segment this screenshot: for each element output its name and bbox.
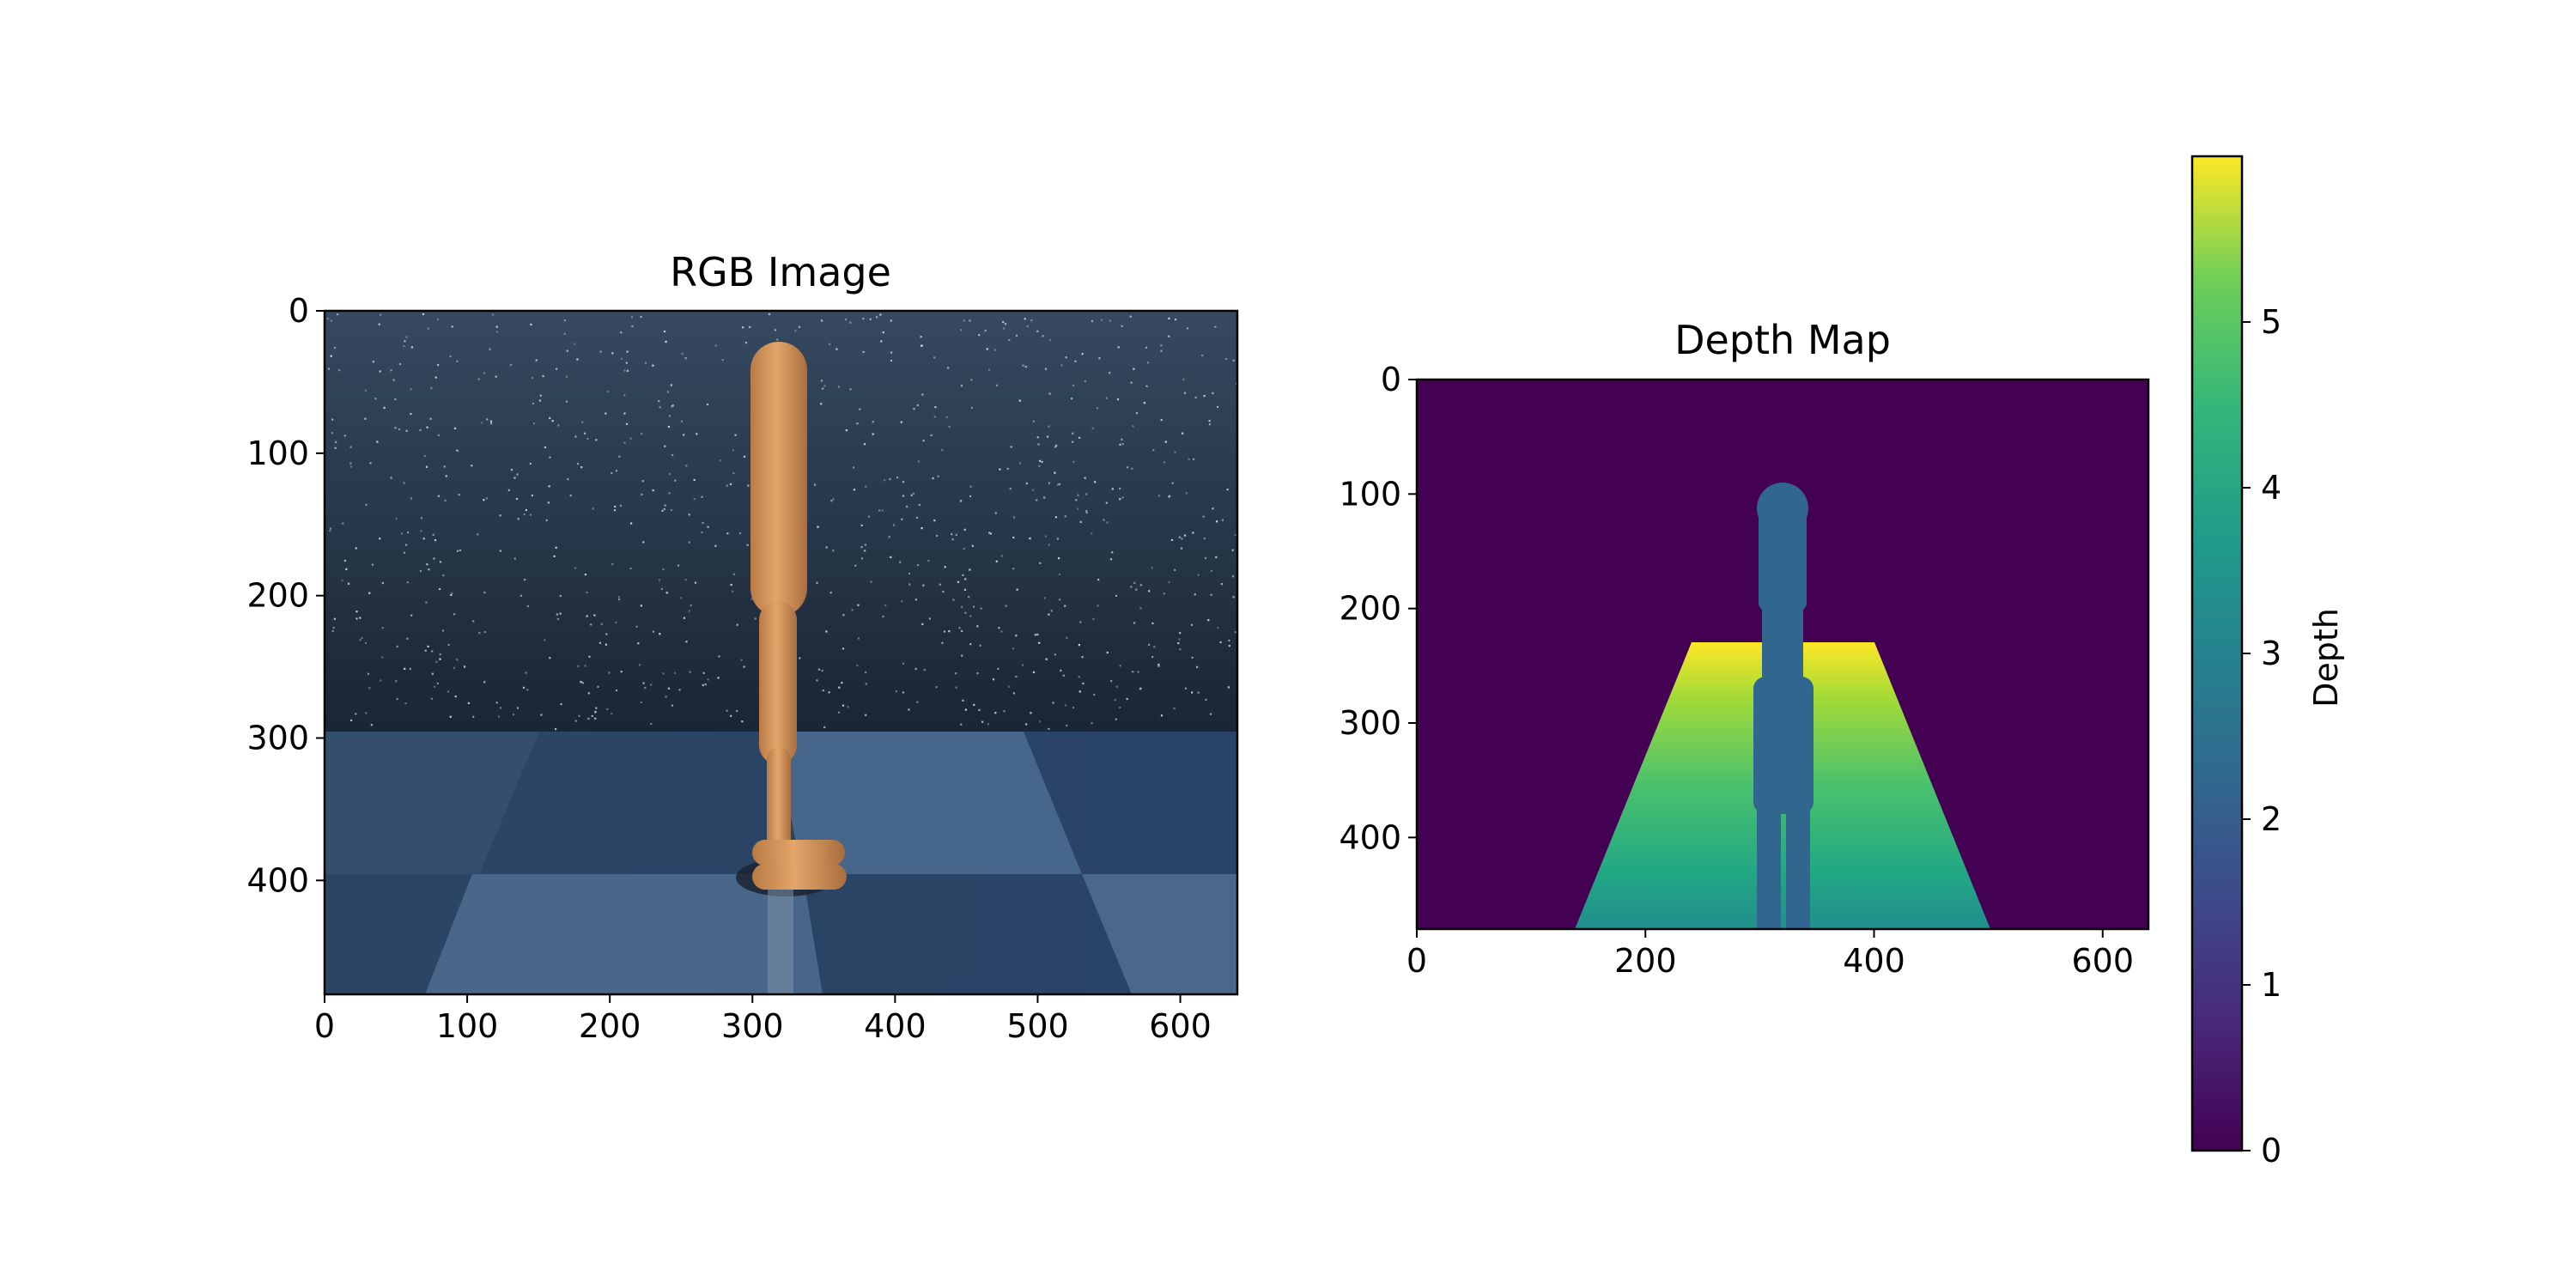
sky-stars	[326, 313, 1237, 731]
depth-ytick-label: 200	[1339, 590, 1401, 628]
colorbar-tick-label: 1	[2261, 966, 2281, 1004]
depth-xtick-label: 400	[1843, 942, 1905, 980]
colorbar-tick-label: 3	[2261, 635, 2281, 672]
rgb-xtick-label: 500	[1006, 1007, 1069, 1045]
depth-ytick-label: 300	[1339, 704, 1401, 742]
depth-ytick-label: 100	[1339, 475, 1401, 513]
rgb-ytick-label: 200	[246, 577, 309, 615]
depth-xtick-label: 200	[1614, 942, 1677, 980]
depth-ytick-label: 400	[1339, 818, 1401, 856]
rgb-xtick-label: 100	[436, 1007, 499, 1045]
colorbar-tick-label: 2	[2261, 800, 2281, 838]
depth-panel: Depth Map 0 200 400 600 0 100 200 300 400	[1339, 317, 2150, 980]
colorbar-label: Depth	[2307, 608, 2345, 708]
depth-axes: 0 200 400 600 0 100 200 300 400	[1339, 361, 2134, 980]
rgb-axes: 0 100 200 300 400 500 600 0 100 200 300 400	[246, 292, 1211, 1045]
colorbar-tick-label: 4	[2261, 469, 2281, 507]
hopper-robot	[750, 342, 847, 890]
depth-image	[1417, 380, 2148, 929]
colorbar: 0 1 2 3 4 5 Depth	[2190, 155, 2345, 1170]
rgb-xtick-label: 0	[314, 1007, 335, 1045]
colorbar-axis: 0 1 2 3 4 5	[2242, 303, 2281, 1170]
colorbar-tick-label: 5	[2261, 303, 2281, 341]
depth-ytick-label: 0	[1381, 361, 1401, 398]
rgb-image	[325, 311, 1237, 994]
depth-xtick-label: 0	[1406, 942, 1427, 980]
rgb-xtick-label: 600	[1149, 1007, 1212, 1045]
depth-xtick-label: 600	[2071, 942, 2134, 980]
rgb-xtick-label: 400	[864, 1007, 927, 1045]
colorbar-tick-label: 0	[2261, 1132, 2281, 1170]
rgb-ytick-label: 400	[246, 861, 309, 899]
depth-title: Depth Map	[1674, 317, 1891, 363]
rgb-title: RGB Image	[670, 249, 891, 295]
rgb-ytick-label: 100	[246, 434, 309, 472]
rgb-ytick-label: 300	[246, 720, 309, 757]
rgb-xtick-label: 200	[579, 1007, 641, 1045]
rgb-xtick-label: 300	[721, 1007, 784, 1045]
rgb-ytick-label: 0	[289, 292, 309, 330]
rgb-panel: RGB Image 0 100 200 300 400	[246, 249, 1239, 1045]
